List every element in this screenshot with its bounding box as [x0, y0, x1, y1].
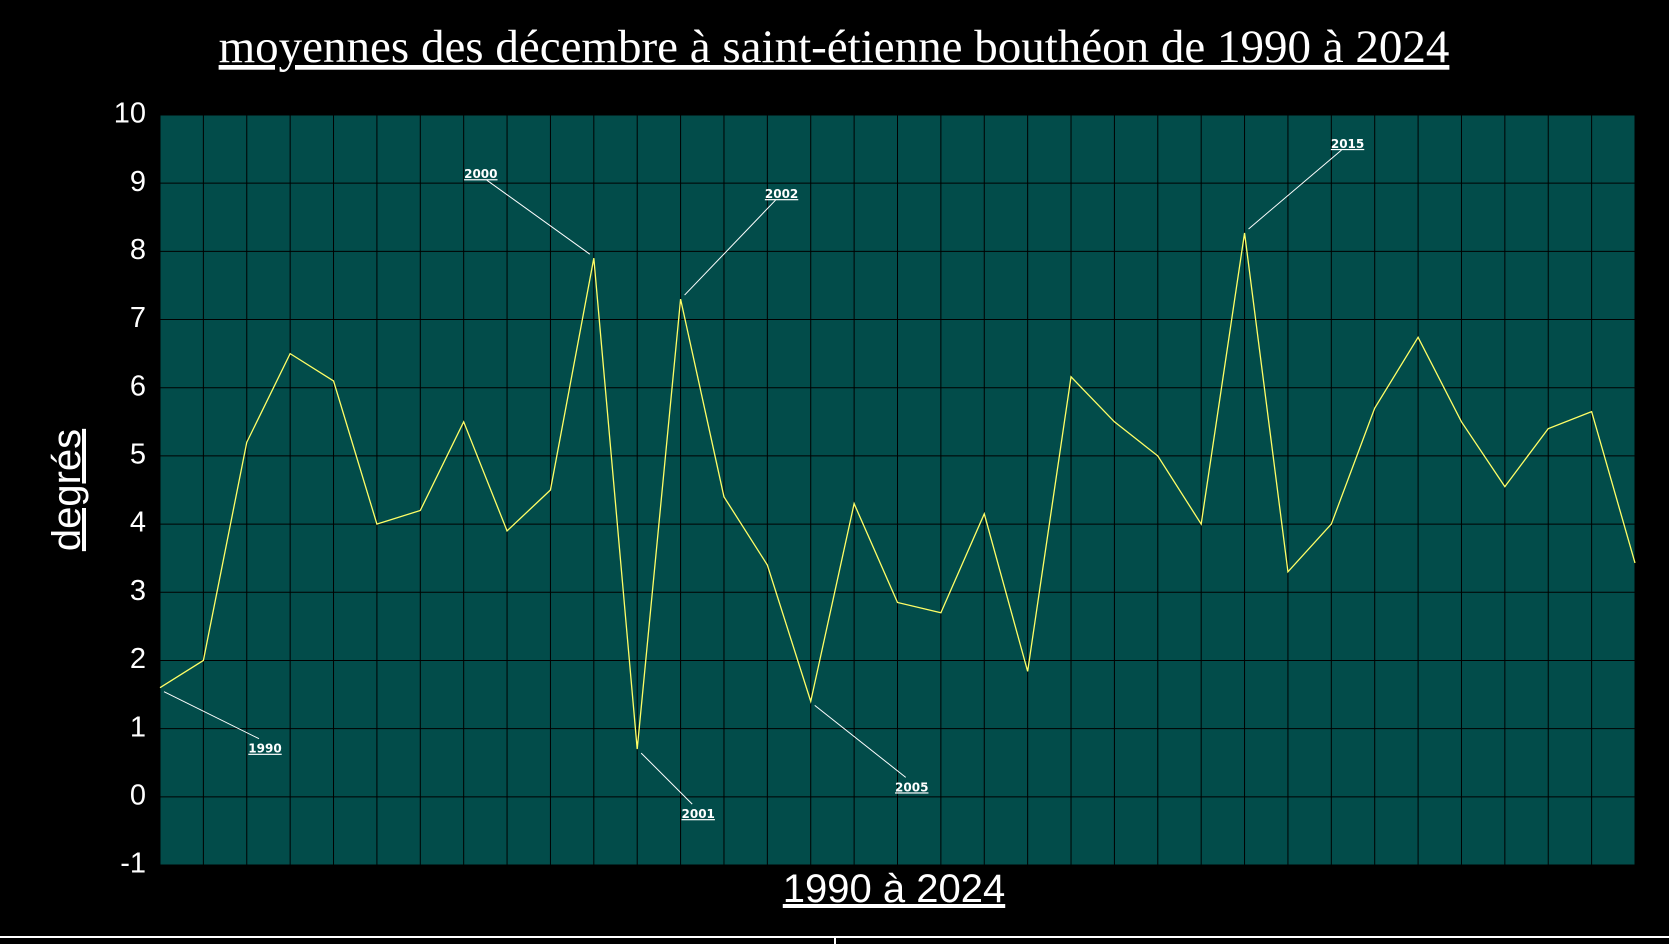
y-tick-label: 6 — [130, 370, 146, 402]
annotation: 2005 — [895, 780, 928, 794]
annotation-line — [684, 199, 776, 296]
y-tick-label: 2 — [130, 643, 146, 675]
annotation-line — [486, 179, 591, 255]
y-tick-label: 9 — [130, 166, 146, 198]
y-tick-label: 5 — [130, 439, 146, 471]
annotation-line — [814, 704, 907, 778]
y-tick-label: 8 — [130, 234, 146, 266]
y-tick-label: 0 — [130, 779, 146, 811]
annotation-line — [1248, 149, 1342, 230]
y-tick-label: 1 — [130, 711, 146, 743]
y-tick-label: 10 — [114, 98, 146, 130]
y-tick-label: -1 — [120, 848, 146, 880]
y-tick-label: 3 — [130, 575, 146, 607]
annotation: 2001 — [682, 807, 715, 821]
chart-title: moyennes des décembre à saint-étienne bo… — [219, 21, 1450, 73]
annotation: 1990 — [248, 742, 281, 756]
data-line — [159, 232, 1636, 750]
x-axis-title: 1990 à 2024 — [783, 867, 1005, 911]
y-axis-title: degrés — [45, 429, 89, 551]
annotation: 2015 — [1331, 137, 1364, 151]
annotation-line — [163, 691, 260, 740]
y-tick-label: 7 — [130, 302, 146, 334]
annotation: 2002 — [765, 187, 798, 201]
y-tick-label: 4 — [130, 507, 146, 539]
annotation-line — [640, 752, 693, 805]
annotation: 2000 — [464, 167, 497, 181]
